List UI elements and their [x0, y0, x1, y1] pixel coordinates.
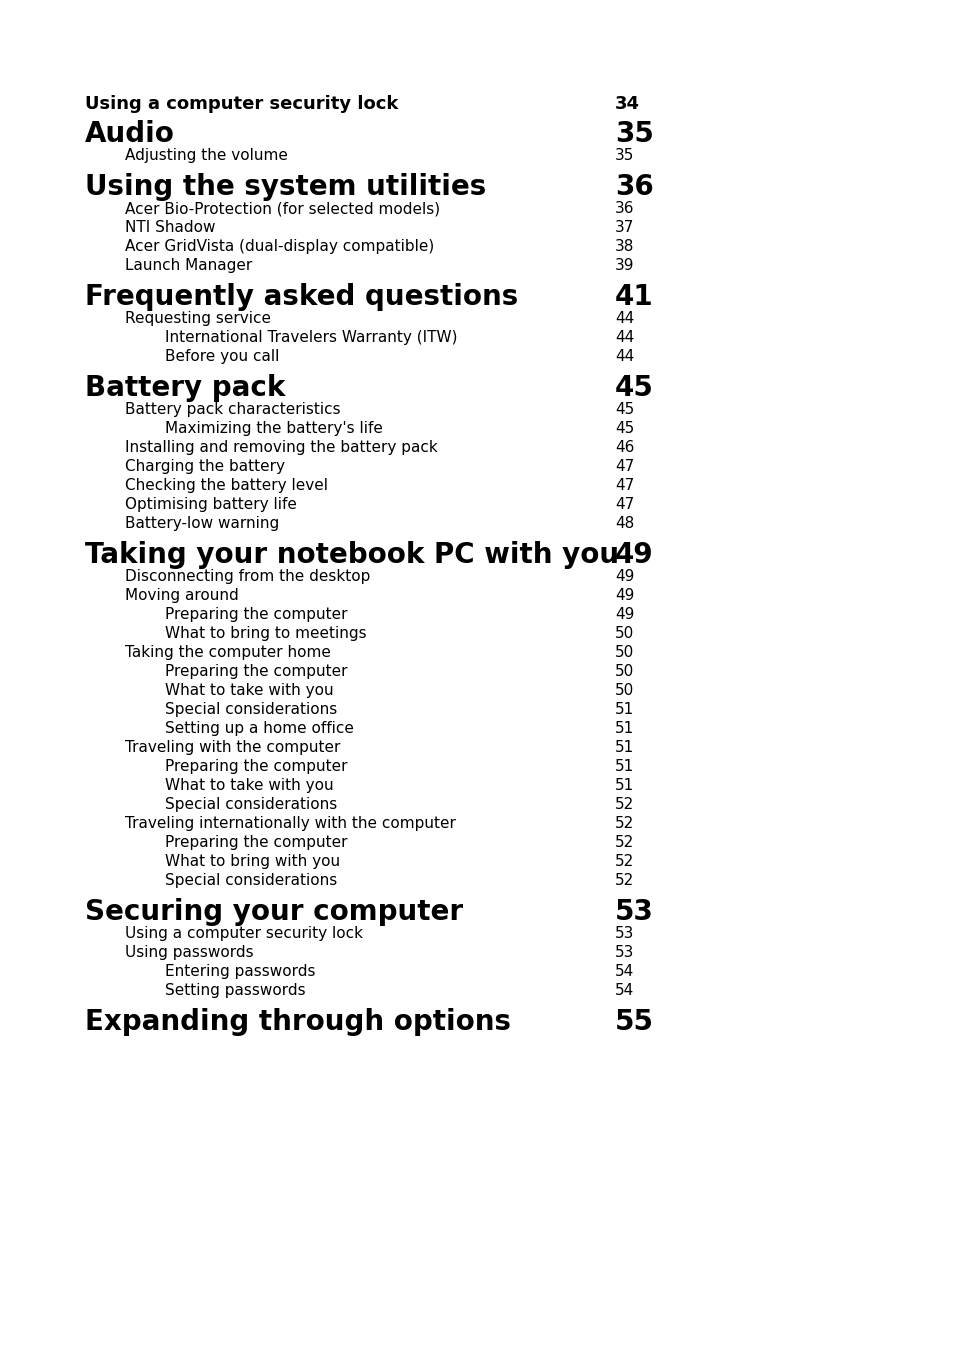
- Text: Launch Manager: Launch Manager: [125, 257, 252, 272]
- Text: 45: 45: [615, 422, 634, 435]
- Text: 52: 52: [615, 854, 634, 869]
- Text: 55: 55: [615, 1008, 654, 1036]
- Text: 47: 47: [615, 478, 634, 493]
- Text: NTI Shadow: NTI Shadow: [125, 220, 215, 235]
- Text: Traveling with the computer: Traveling with the computer: [125, 741, 340, 754]
- Text: Securing your computer: Securing your computer: [85, 898, 462, 925]
- Text: 52: 52: [615, 797, 634, 812]
- Text: Maximizing the battery's life: Maximizing the battery's life: [165, 422, 382, 435]
- Text: Using passwords: Using passwords: [125, 945, 253, 960]
- Text: 50: 50: [615, 683, 634, 698]
- Text: 51: 51: [615, 721, 634, 737]
- Text: Preparing the computer: Preparing the computer: [165, 758, 347, 773]
- Text: Using a computer security lock: Using a computer security lock: [85, 94, 398, 114]
- Text: Checking the battery level: Checking the battery level: [125, 478, 328, 493]
- Text: 46: 46: [615, 439, 634, 455]
- Text: 35: 35: [615, 120, 653, 148]
- Text: Taking the computer home: Taking the computer home: [125, 645, 331, 660]
- Text: What to bring to meetings: What to bring to meetings: [165, 626, 366, 641]
- Text: Preparing the computer: Preparing the computer: [165, 835, 347, 850]
- Text: Installing and removing the battery pack: Installing and removing the battery pack: [125, 439, 437, 455]
- Text: 47: 47: [615, 459, 634, 474]
- Text: 44: 44: [615, 349, 634, 364]
- Text: 47: 47: [615, 497, 634, 512]
- Text: Preparing the computer: Preparing the computer: [165, 606, 347, 622]
- Text: 41: 41: [615, 283, 653, 311]
- Text: Requesting service: Requesting service: [125, 311, 271, 326]
- Text: 36: 36: [615, 201, 634, 216]
- Text: 49: 49: [615, 570, 634, 585]
- Text: What to bring with you: What to bring with you: [165, 854, 340, 869]
- Text: 53: 53: [615, 925, 634, 941]
- Text: Charging the battery: Charging the battery: [125, 459, 285, 474]
- Text: 53: 53: [615, 898, 653, 925]
- Text: 50: 50: [615, 626, 634, 641]
- Text: 53: 53: [615, 945, 634, 960]
- Text: 52: 52: [615, 873, 634, 888]
- Text: 49: 49: [615, 589, 634, 602]
- Text: 49: 49: [615, 606, 634, 622]
- Text: Special considerations: Special considerations: [165, 873, 337, 888]
- Text: Moving around: Moving around: [125, 589, 238, 602]
- Text: 54: 54: [615, 964, 634, 979]
- Text: Taking your notebook PC with you: Taking your notebook PC with you: [85, 541, 618, 570]
- Text: Expanding through options: Expanding through options: [85, 1008, 511, 1036]
- Text: Using a computer security lock: Using a computer security lock: [125, 925, 363, 941]
- Text: 38: 38: [615, 240, 634, 255]
- Text: Frequently asked questions: Frequently asked questions: [85, 283, 517, 311]
- Text: Preparing the computer: Preparing the computer: [165, 664, 347, 679]
- Text: 44: 44: [615, 330, 634, 345]
- Text: 37: 37: [615, 220, 634, 235]
- Text: What to take with you: What to take with you: [165, 778, 334, 793]
- Text: 51: 51: [615, 741, 634, 754]
- Text: 51: 51: [615, 778, 634, 793]
- Text: 50: 50: [615, 664, 634, 679]
- Text: 45: 45: [615, 374, 653, 402]
- Text: 48: 48: [615, 516, 634, 531]
- Text: International Travelers Warranty (ITW): International Travelers Warranty (ITW): [165, 330, 457, 345]
- Text: 45: 45: [615, 402, 634, 418]
- Text: Acer GridVista (dual-display compatible): Acer GridVista (dual-display compatible): [125, 240, 434, 255]
- Text: Battery-low warning: Battery-low warning: [125, 516, 279, 531]
- Text: 54: 54: [615, 983, 634, 998]
- Text: 52: 52: [615, 816, 634, 831]
- Text: Setting passwords: Setting passwords: [165, 983, 305, 998]
- Text: 35: 35: [615, 148, 634, 163]
- Text: Entering passwords: Entering passwords: [165, 964, 315, 979]
- Text: Special considerations: Special considerations: [165, 702, 337, 717]
- Text: 39: 39: [615, 257, 634, 272]
- Text: 51: 51: [615, 758, 634, 773]
- Text: Battery pack characteristics: Battery pack characteristics: [125, 402, 340, 418]
- Text: 50: 50: [615, 645, 634, 660]
- Text: Acer Bio-Protection (for selected models): Acer Bio-Protection (for selected models…: [125, 201, 439, 216]
- Text: 44: 44: [615, 311, 634, 326]
- Text: 34: 34: [615, 94, 639, 114]
- Text: 36: 36: [615, 172, 653, 201]
- Text: Using the system utilities: Using the system utilities: [85, 172, 486, 201]
- Text: Optimising battery life: Optimising battery life: [125, 497, 296, 512]
- Text: Battery pack: Battery pack: [85, 374, 285, 402]
- Text: Audio: Audio: [85, 120, 174, 148]
- Text: 49: 49: [615, 541, 653, 570]
- Text: Adjusting the volume: Adjusting the volume: [125, 148, 288, 163]
- Text: 52: 52: [615, 835, 634, 850]
- Text: Traveling internationally with the computer: Traveling internationally with the compu…: [125, 816, 456, 831]
- Text: Special considerations: Special considerations: [165, 797, 337, 812]
- Text: Setting up a home office: Setting up a home office: [165, 721, 354, 737]
- Text: What to take with you: What to take with you: [165, 683, 334, 698]
- Text: Before you call: Before you call: [165, 349, 279, 364]
- Text: 51: 51: [615, 702, 634, 717]
- Text: Disconnecting from the desktop: Disconnecting from the desktop: [125, 570, 370, 585]
